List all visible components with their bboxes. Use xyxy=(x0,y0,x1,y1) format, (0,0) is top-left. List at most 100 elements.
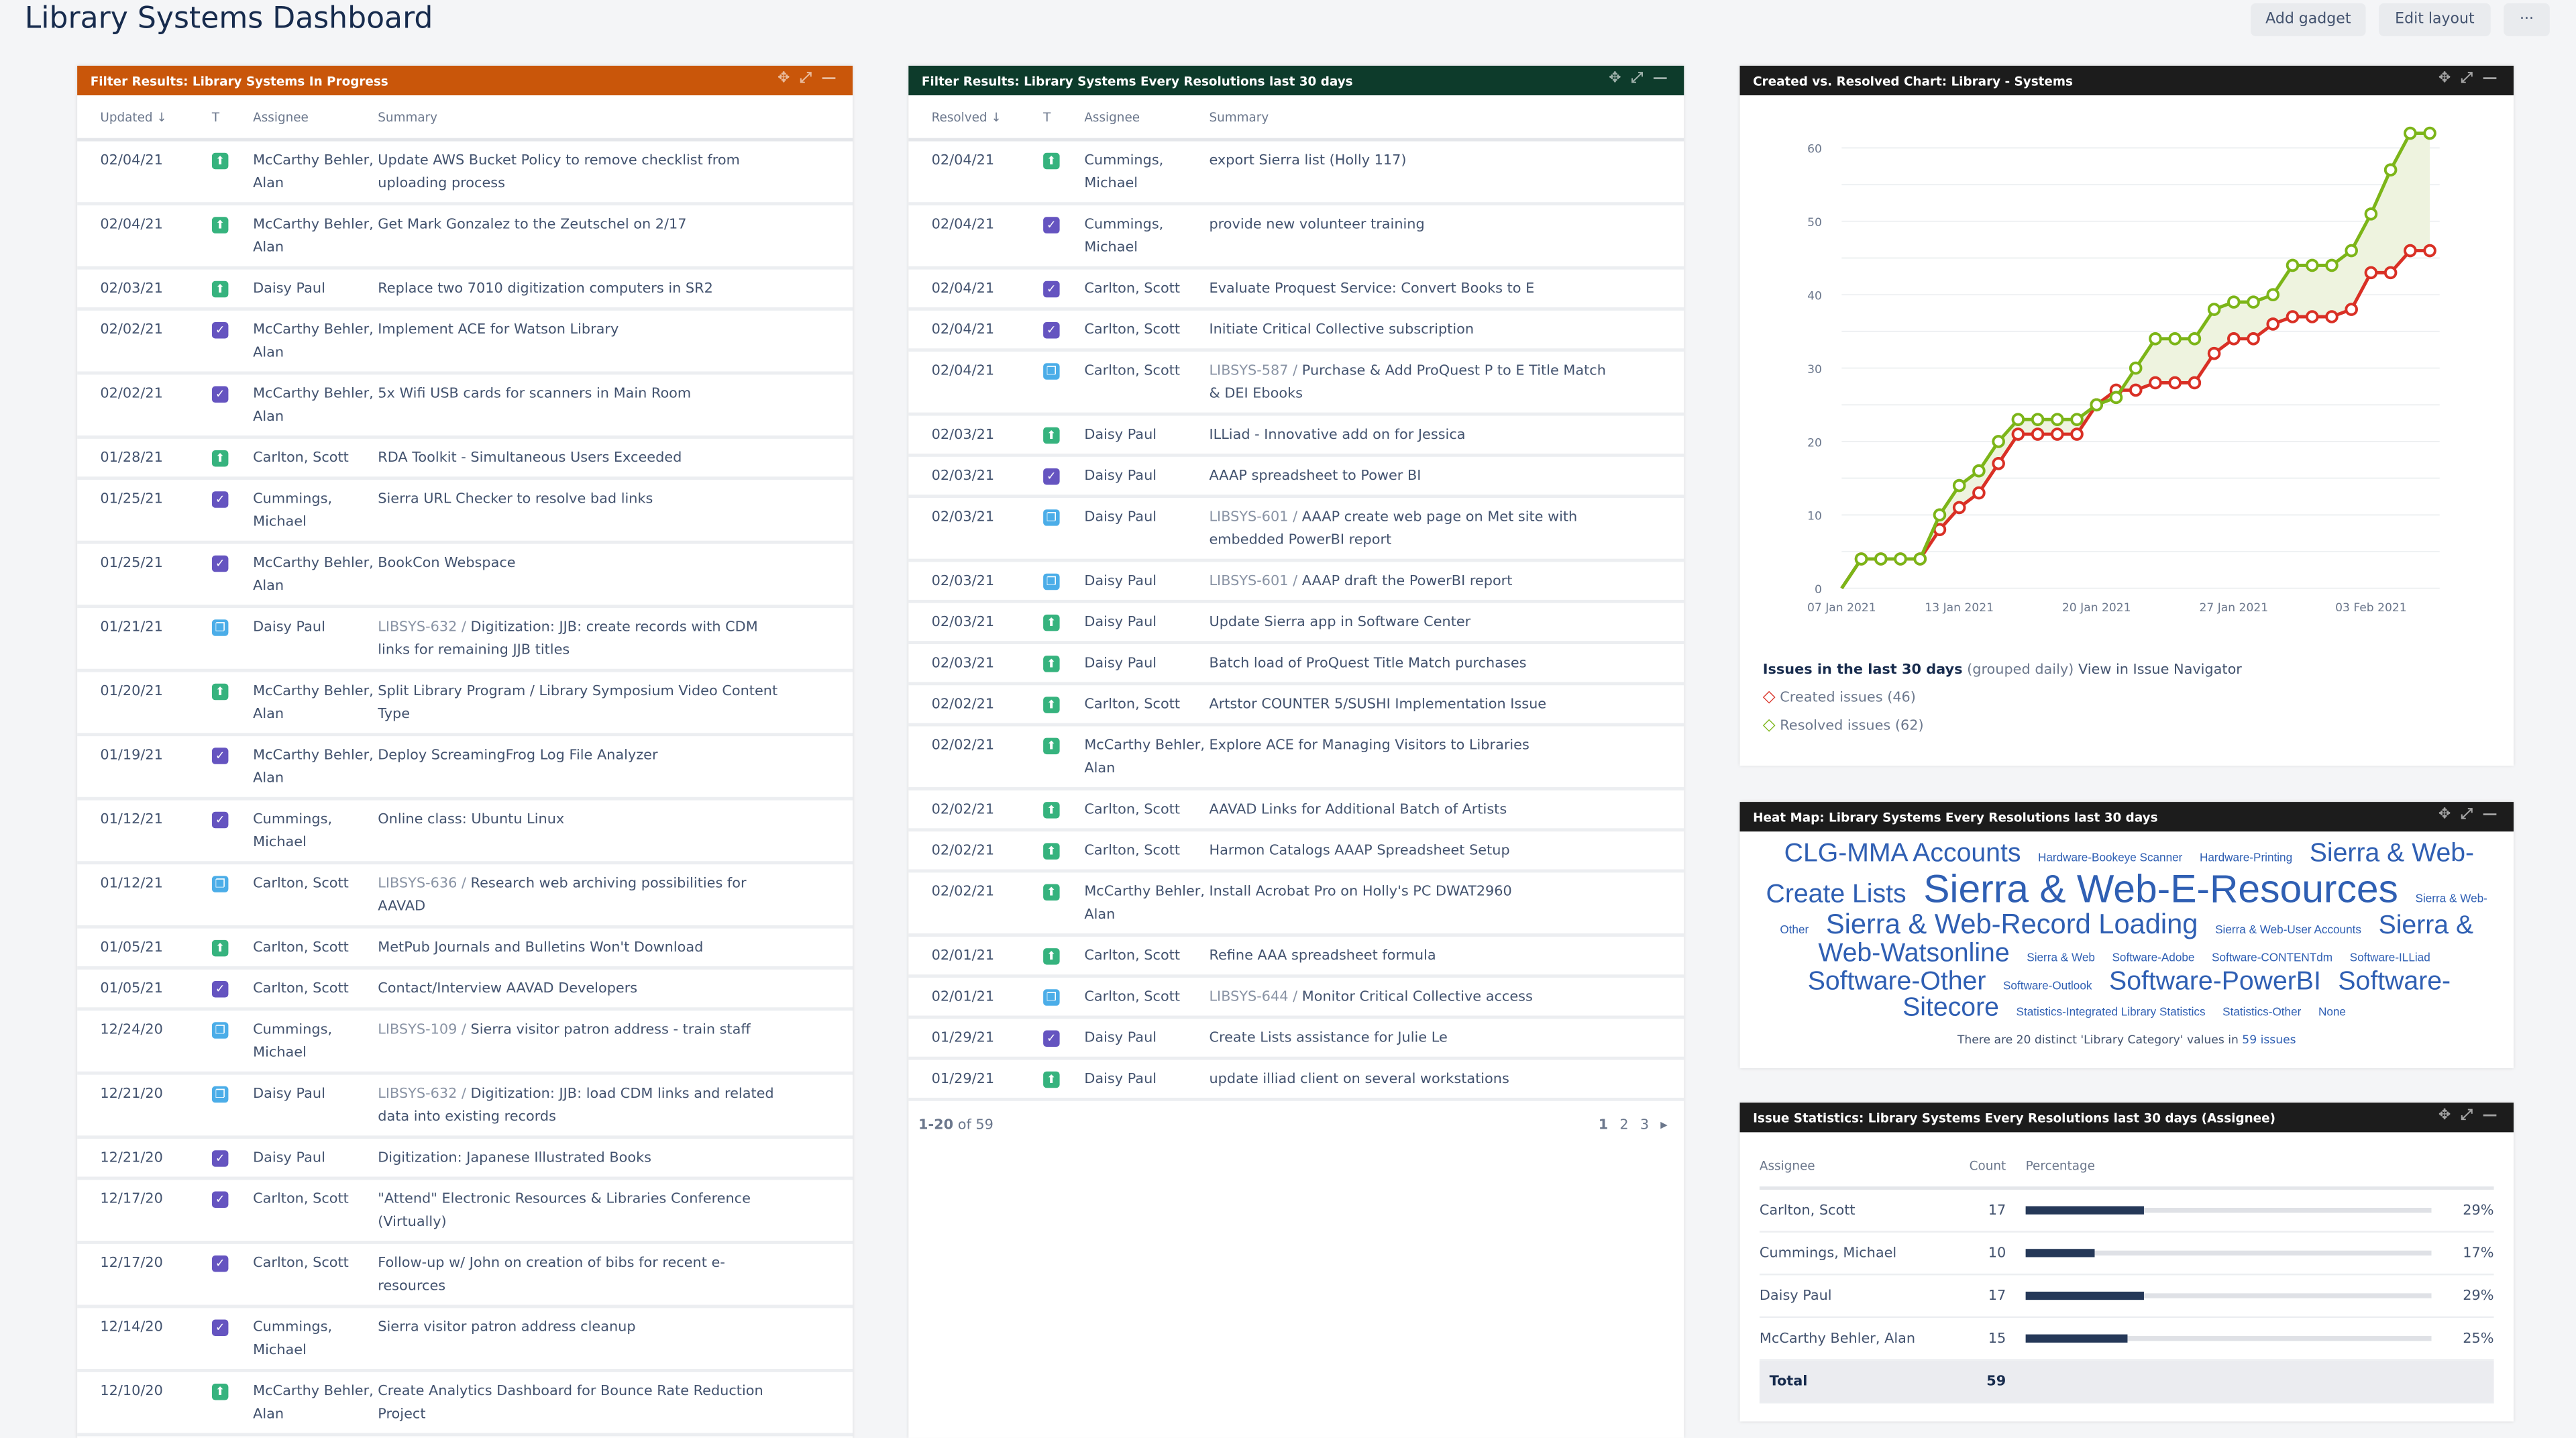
more-options-button[interactable]: ··· xyxy=(2504,3,2550,36)
table-row[interactable]: 12/10/20 ⬆ McCarthy Behler, Alan Create … xyxy=(77,1372,853,1437)
summary-link[interactable]: Online class: Ubuntu Linux xyxy=(378,811,565,829)
expand-icon[interactable]: ⤢ xyxy=(1631,70,1643,87)
summary-link[interactable]: Sierra visitor patron address cleanup xyxy=(378,1319,636,1337)
table-row[interactable]: 02/03/21 ❐ Daisy Paul LIBSYS-601 / AAAP … xyxy=(908,498,1684,562)
parent-key-link[interactable]: LIBSYS-587 / xyxy=(1209,363,1298,380)
summary-link[interactable]: 5x Wifi USB cards for scanners in Main R… xyxy=(378,386,692,403)
summary-link[interactable]: Purchase & Add ProQuest P to E Title Mat… xyxy=(1209,363,1606,403)
summary-link[interactable]: Research web archiving possibilities for… xyxy=(378,876,747,916)
move-icon[interactable]: ✥ xyxy=(2438,1107,2451,1125)
summary-link[interactable]: Sierra URL Checker to resolve bad links xyxy=(378,491,653,508)
minimize-icon[interactable]: — xyxy=(2482,1107,2498,1125)
table-row[interactable]: 02/01/21 ❐ Carlton, Scott LIBSYS-644 / M… xyxy=(908,978,1684,1019)
table-row[interactable]: 02/03/21 ⬆ Daisy Paul Replace two 7010 d… xyxy=(77,270,853,311)
issues-link[interactable]: 59 issues xyxy=(2242,1033,2296,1047)
issue-navigator-link[interactable]: View in Issue Navigator xyxy=(2078,662,2242,679)
table-row[interactable]: 02/04/21 ✓ Carlton, Scott Evaluate Proqu… xyxy=(908,270,1684,311)
summary-link[interactable]: Update Sierra app in Software Center xyxy=(1209,614,1471,631)
parent-key-link[interactable]: LIBSYS-632 / xyxy=(378,1086,466,1103)
table-row[interactable]: 02/02/21 ✓ McCarthy Behler, Alan Impleme… xyxy=(77,311,853,375)
table-row[interactable]: 12/17/20 ✓ Carlton, Scott "Attend" Elect… xyxy=(77,1180,853,1244)
move-icon[interactable]: ✥ xyxy=(1609,70,1621,87)
category-tag[interactable]: Statistics-Integrated Library Statistics xyxy=(2016,1008,2206,1020)
table-row[interactable]: 01/12/21 ❐ Carlton, Scott LIBSYS-636 / R… xyxy=(77,864,853,929)
table-row[interactable]: 01/25/21 ✓ Cummings, Michael Sierra URL … xyxy=(77,480,853,544)
assignee-count[interactable]: 10 xyxy=(1988,1245,2006,1262)
category-tag[interactable]: Hardware-Bookeye Scanner xyxy=(2038,853,2183,865)
summary-link[interactable]: Refine AAA spreadsheet formula xyxy=(1209,948,1436,965)
summary-link[interactable]: Sierra visitor patron address - train st… xyxy=(470,1022,751,1039)
summary-link[interactable]: Split Library Program / Library Symposiu… xyxy=(378,683,778,723)
summary-link[interactable]: RDA Toolkit - Simultaneous Users Exceede… xyxy=(378,450,682,467)
move-icon[interactable]: ✥ xyxy=(777,70,790,87)
table-row[interactable]: 02/02/21 ⬆ Carlton, Scott AAVAD Links fo… xyxy=(908,790,1684,832)
add-gadget-button[interactable]: Add gadget xyxy=(2251,3,2366,36)
summary-link[interactable]: AAAP spreadsheet to Power BI xyxy=(1209,468,1421,485)
summary-link[interactable]: update illiad client on several workstat… xyxy=(1209,1071,1509,1088)
table-row[interactable]: 02/04/21 ⬆ Cummings, Michael export Sier… xyxy=(908,142,1684,206)
minimize-icon[interactable]: — xyxy=(2482,70,2498,87)
minimize-icon[interactable]: — xyxy=(821,70,837,87)
category-tag[interactable]: Hardware-Printing xyxy=(2199,853,2293,865)
page-3[interactable]: 3 xyxy=(1640,1117,1650,1134)
summary-link[interactable]: Create Analytics Dashboard for Bounce Ra… xyxy=(378,1384,763,1423)
parent-key-link[interactable]: LIBSYS-636 / xyxy=(378,876,466,892)
summary-link[interactable]: Harmon Catalogs AAAP Spreadsheet Setup xyxy=(1209,843,1510,860)
summary-link[interactable]: "Attend" Electronic Resources & Librarie… xyxy=(378,1191,751,1231)
summary-link[interactable]: Follow-up w/ John on creation of bibs fo… xyxy=(378,1255,725,1295)
column-header[interactable]: Assignee xyxy=(1084,109,1140,124)
table-row[interactable]: 02/03/21 ⬆ Daisy Paul ILLiad - Innovativ… xyxy=(908,416,1684,457)
category-tag[interactable]: Sierra & Web-User Accounts xyxy=(2215,925,2361,937)
summary-link[interactable]: Create Lists assistance for Julie Le xyxy=(1209,1030,1448,1047)
table-row[interactable]: 02/03/21 ❐ Daisy Paul LIBSYS-601 / AAAP … xyxy=(908,562,1684,603)
legend-resolved[interactable]: Resolved issues (62) xyxy=(1780,718,1924,735)
category-tag[interactable]: Software-ILLiad xyxy=(2349,952,2430,965)
page-2[interactable]: 2 xyxy=(1619,1117,1629,1134)
summary-link[interactable]: Replace two 7010 digitization computers … xyxy=(378,280,713,298)
column-header[interactable]: T xyxy=(1043,109,1051,124)
expand-icon[interactable]: ⤢ xyxy=(2461,807,2473,823)
column-header[interactable]: T xyxy=(211,109,220,124)
summary-link[interactable]: Evaluate Proquest Service: Convert Books… xyxy=(1209,280,1535,298)
table-row[interactable]: 02/04/21 ⬆ McCarthy Behler, Alan Get Mar… xyxy=(77,205,853,270)
table-row[interactable]: 12/17/20 ✓ Carlton, Scott Follow-up w/ J… xyxy=(77,1244,853,1308)
table-row[interactable]: 01/20/21 ⬆ McCarthy Behler, Alan Split L… xyxy=(77,672,853,737)
summary-link[interactable]: MetPub Journals and Bulletins Won't Down… xyxy=(378,939,704,957)
table-row[interactable]: 12/21/20 ❐ Daisy Paul LIBSYS-632 / Digit… xyxy=(77,1075,853,1139)
summary-link[interactable]: Contact/Interview AAVAD Developers xyxy=(378,981,638,998)
category-tag[interactable]: CLG-MMA Accounts xyxy=(1784,839,2021,868)
table-row[interactable]: 02/04/21 ⬆ McCarthy Behler, Alan Update … xyxy=(77,142,853,206)
summary-link[interactable]: Implement ACE for Watson Library xyxy=(378,322,619,339)
table-row[interactable]: 02/02/21 ⬆ Carlton, Scott Harmon Catalog… xyxy=(908,831,1684,873)
table-row[interactable]: 01/25/21 ✓ McCarthy Behler, Alan BookCon… xyxy=(77,544,853,609)
table-row[interactable]: 01/29/21 ⬆ Daisy Paul update illiad clie… xyxy=(908,1060,1684,1101)
edit-layout-button[interactable]: Edit layout xyxy=(2379,3,2491,36)
table-row[interactable]: 02/03/21 ⬆ Daisy Paul Update Sierra app … xyxy=(908,603,1684,645)
summary-link[interactable]: Update AWS Bucket Policy to remove check… xyxy=(378,152,740,193)
column-header[interactable]: Assignee xyxy=(253,109,309,124)
summary-link[interactable]: Batch load of ProQuest Title Match purch… xyxy=(1209,656,1527,672)
category-tag[interactable]: Software-PowerBI xyxy=(2109,967,2321,996)
category-tag[interactable]: Sierra & Web-Watsonline xyxy=(1818,912,2474,968)
table-row[interactable]: 02/04/21 ✓ Cummings, Michael provide new… xyxy=(908,205,1684,270)
summary-link[interactable]: provide new volunteer training xyxy=(1209,217,1425,234)
assignee-name[interactable]: Daisy Paul xyxy=(1759,1287,1832,1304)
category-tag[interactable]: Sierra & Web-Record Loading xyxy=(1825,909,2198,940)
parent-key-link[interactable]: LIBSYS-109 / xyxy=(378,1022,466,1039)
table-row[interactable]: 01/21/21 ❐ Daisy Paul LIBSYS-632 / Digit… xyxy=(77,608,853,672)
table-row[interactable]: 02/02/21 ✓ McCarthy Behler, Alan 5x Wifi… xyxy=(77,374,853,439)
summary-link[interactable]: AAAP create web page on Met site with em… xyxy=(1209,509,1578,549)
summary-link[interactable]: Get Mark Gonzalez to the Zeutschel on 2/… xyxy=(378,217,687,234)
table-row[interactable]: 02/03/21 ✓ Daisy Paul AAAP spreadsheet t… xyxy=(908,457,1684,499)
minimize-icon[interactable]: — xyxy=(2482,807,2498,823)
column-header[interactable]: Resolved ↓ xyxy=(931,109,1002,124)
table-row[interactable]: 02/02/21 ⬆ McCarthy Behler, Alan Install… xyxy=(908,872,1684,937)
table-row[interactable]: 12/14/20 ✓ Cummings, Michael Sierra visi… xyxy=(77,1308,853,1372)
category-tag[interactable]: Statistics-Other xyxy=(2222,1008,2302,1020)
table-row[interactable]: 01/05/21 ✓ Carlton, Scott Contact/Interv… xyxy=(77,970,853,1011)
summary-link[interactable]: Initiate Critical Collective subscriptio… xyxy=(1209,322,1474,339)
category-tag[interactable]: Software-Adobe xyxy=(2112,952,2195,965)
category-tag[interactable]: Sierra & Web-E-Resources xyxy=(1923,867,2398,912)
table-row[interactable]: 02/02/21 ⬆ Carlton, Scott Artstor COUNTE… xyxy=(908,685,1684,727)
summary-link[interactable]: Digitization: Japanese Illustrated Books xyxy=(378,1150,652,1167)
